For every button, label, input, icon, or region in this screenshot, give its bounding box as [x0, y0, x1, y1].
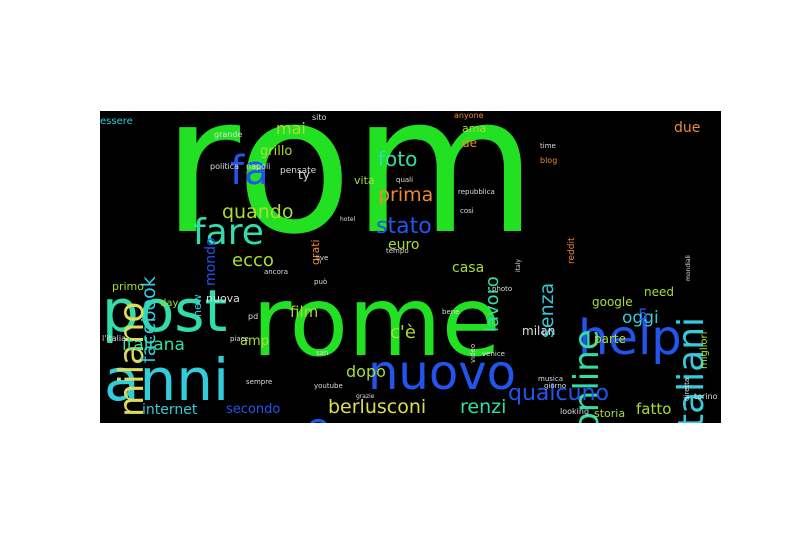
word-napoli: napoli [246, 162, 271, 171]
word-anni: anni [104, 346, 230, 414]
word-casa: casa [452, 260, 485, 276]
word-internet: internet [142, 402, 198, 418]
word-amp: amp [240, 334, 269, 349]
word-quali: quali [396, 176, 414, 184]
word-mondo: mondo [203, 237, 219, 287]
word-live: live [316, 254, 329, 262]
word-giorno: giorno [544, 382, 567, 390]
word-secondo: secondo [226, 402, 281, 417]
word-youtube: youtube [314, 382, 343, 390]
word-litalia: l'italia [102, 334, 127, 343]
word-need: need [644, 285, 674, 299]
word-new: new [191, 294, 204, 318]
word-essere: essere [100, 116, 133, 127]
word-prima: prima [378, 184, 434, 206]
word-repubblica: repubblica [458, 188, 495, 196]
word-solo: solo [297, 418, 335, 423]
word-tempo: tempo [386, 247, 409, 255]
word-quando: quando [222, 201, 294, 223]
word-5: 5 [638, 305, 649, 324]
word-sempre: sempre [246, 378, 273, 386]
word-ecco: ecco [232, 250, 274, 271]
word-politica: politica [210, 162, 240, 171]
word-bene: bene [442, 308, 460, 316]
word-film: film [290, 303, 319, 321]
word-milan: milan [522, 324, 556, 338]
word-post: post [102, 277, 228, 345]
word-fa: fa [230, 148, 269, 194]
word-hotel: hotel [340, 216, 356, 223]
word-stato: stato [376, 214, 432, 239]
word-grazie: grazie [356, 393, 375, 400]
word-day: day [160, 298, 179, 309]
word-looking: looking [560, 407, 590, 416]
word-mai: mai [276, 119, 306, 138]
word-torino: torino [694, 392, 718, 401]
word-due: due [674, 120, 701, 136]
word-oggi: oggi [622, 308, 659, 328]
word-storia: storia [594, 407, 626, 420]
word-pd: pd [248, 312, 259, 321]
word-help: help [578, 310, 682, 366]
word-grande: grande [214, 130, 243, 139]
word-reddit: reddit [567, 237, 577, 265]
word-google: google [592, 295, 633, 309]
word-ce: c'è [390, 322, 416, 343]
word-cloud: rom rome post anni nuovo help italiani m… [100, 111, 721, 423]
word-san: san [316, 349, 329, 357]
word-italiana: italiana [122, 335, 185, 355]
word-dopo: dopo [346, 362, 386, 381]
word-de: de [462, 136, 477, 150]
word-ancora: ancora [264, 268, 289, 276]
word-video: video [469, 343, 477, 363]
word-qualcuno: qualcuno [508, 381, 609, 406]
word-ty: ty [298, 168, 310, 182]
word-vita: vita [354, 174, 375, 187]
word-migliori: migliori [699, 331, 710, 369]
word-piace: piace [230, 335, 249, 343]
word-pensate: pensate [280, 166, 317, 176]
word-puo: può [314, 278, 328, 286]
word-venice: venice [482, 350, 505, 358]
word-anyone: anyone [454, 111, 484, 120]
word-fare: fare [193, 212, 264, 253]
word-mondiali: mondiali [685, 254, 692, 281]
word-berlusconi: berlusconi [328, 396, 427, 418]
word-nuovo: nuovo [368, 345, 516, 401]
word-blog: blog [540, 156, 558, 165]
word-italy: italy [515, 258, 522, 272]
word-photo: photo [492, 285, 513, 293]
word-time: time [540, 142, 556, 150]
word-nuova: nuova [206, 292, 240, 305]
word-sito: sito [312, 113, 327, 122]
word-ama: ama [462, 122, 487, 135]
word-musica: musica [538, 375, 563, 383]
word-rome: rome [252, 266, 501, 378]
word-cosi: così [460, 207, 474, 215]
word-diretta: diretta [683, 378, 691, 402]
word-parte: parte [594, 332, 626, 346]
word-grillo: grillo [260, 144, 293, 159]
word-primo: primo [112, 280, 145, 293]
word-rom: rom [162, 111, 538, 276]
word-euro: euro [388, 237, 420, 253]
word-fatto: fatto [636, 400, 672, 418]
word-foto: foto [378, 147, 418, 171]
word-renzi: renzi [460, 396, 507, 418]
